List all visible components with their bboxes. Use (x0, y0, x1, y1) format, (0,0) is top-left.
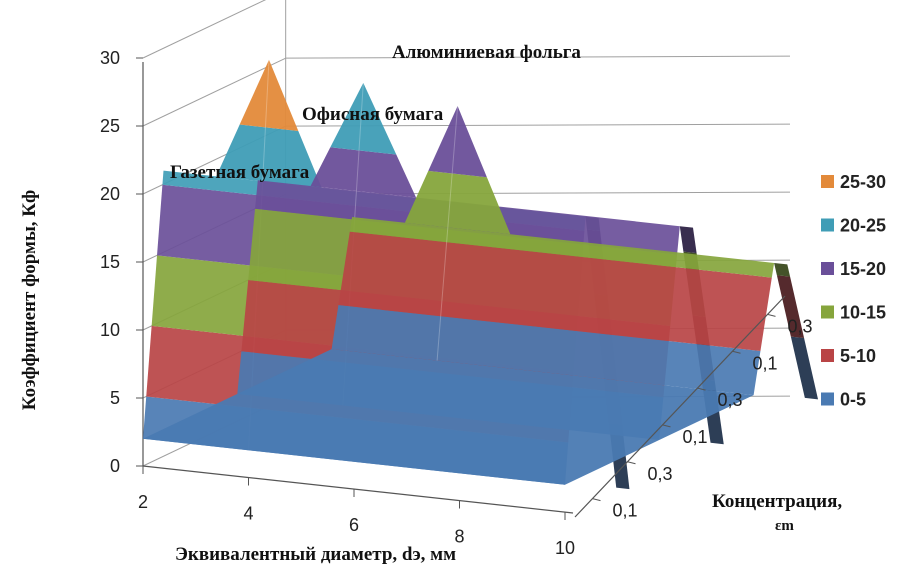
legend-label: 0-5 (840, 390, 866, 410)
depth-tick-label: 0,1 (683, 427, 708, 447)
depth-tick-mark (697, 387, 706, 391)
peak-band (330, 82, 397, 155)
z-axis-title: Коэффициент формы, Кф (19, 190, 40, 410)
legend-swatch (821, 175, 834, 188)
gridline-back-25 (285, 55, 791, 59)
surface-band (349, 216, 775, 278)
z-tick-label: 25 (100, 116, 120, 136)
depth-tick-label: 0,3 (648, 464, 673, 484)
depth-tick-label: 0,1 (753, 353, 778, 373)
axes: 0 5 10 15 20 25 30 2 4 6 8 10 0,1 0,3 0,1 0,3 0,1 0,3 (100, 48, 813, 558)
facet-line (436, 106, 459, 361)
legend: 25-30 20-25 15-20 10-15 5-10 0-5 (821, 172, 886, 410)
z-tick-label: 0 (110, 456, 120, 476)
depth-tick-mark (627, 461, 636, 465)
surface-side (774, 262, 791, 277)
z-tick-label: 10 (100, 320, 120, 340)
gridline-left-25 (142, 57, 286, 127)
peak-band (310, 147, 417, 198)
peak-band (216, 124, 322, 188)
depth-tick-mark (592, 498, 601, 502)
x-tick-label: 2 (138, 492, 148, 512)
surface-side (776, 275, 805, 339)
legend-label: 15-20 (840, 259, 886, 279)
x-tick-label: 6 (349, 515, 359, 535)
x-tick-label: 4 (243, 504, 253, 524)
z-tick-label: 15 (100, 252, 120, 272)
legend-swatch (821, 218, 834, 232)
surface-side (679, 226, 697, 254)
x-axis-title: Эквивалентный диаметр, dэ, мм (175, 544, 456, 565)
x-axis-line (142, 465, 574, 514)
depth-tick-mark (767, 313, 776, 317)
legend-swatch (821, 392, 834, 406)
surface-band (331, 305, 761, 396)
legend-swatch (821, 349, 834, 362)
annotation-newspaper: Газетная бумага (170, 162, 310, 183)
legend-label: 10-15 (840, 303, 886, 323)
peak-band (428, 106, 487, 178)
x-tick-label: 8 (454, 527, 464, 547)
depth-tick-label: 0,3 (788, 316, 813, 336)
legend-label: 25-30 (840, 172, 886, 192)
depth-tick-label: 0,1 (613, 501, 638, 521)
depth-axis-line (574, 295, 786, 518)
surface-ridges (143, 59, 819, 490)
depth-tick-label: 0,3 (718, 390, 743, 410)
legend-swatch (821, 262, 834, 275)
surface-1 (143, 106, 819, 485)
depth-tick-mark (662, 424, 671, 428)
annotation-office-paper: Офисная бумага (302, 104, 444, 125)
legend-swatch (821, 305, 834, 319)
legend-label: 5-10 (840, 346, 876, 366)
annotation-aluminum-foil: Алюминиевая фольга (392, 42, 581, 63)
legend-label: 20-25 (840, 216, 886, 236)
z-tick-label: 20 (100, 184, 120, 204)
surface-apron (143, 349, 754, 485)
x-tick-label: 10 (555, 538, 575, 558)
peak-band (404, 170, 511, 235)
peak-band (239, 59, 299, 131)
surface-side (790, 336, 819, 400)
z-tick-label: 5 (110, 388, 120, 408)
gridline-left-30 (142, 0, 267, 59)
surface-band (338, 231, 772, 352)
depth-tick-mark (732, 350, 741, 354)
y-axis-title-line2: εm (775, 518, 794, 534)
z-tick-label: 30 (100, 48, 120, 68)
y-axis-title-line1: Концентрация, (712, 491, 842, 512)
